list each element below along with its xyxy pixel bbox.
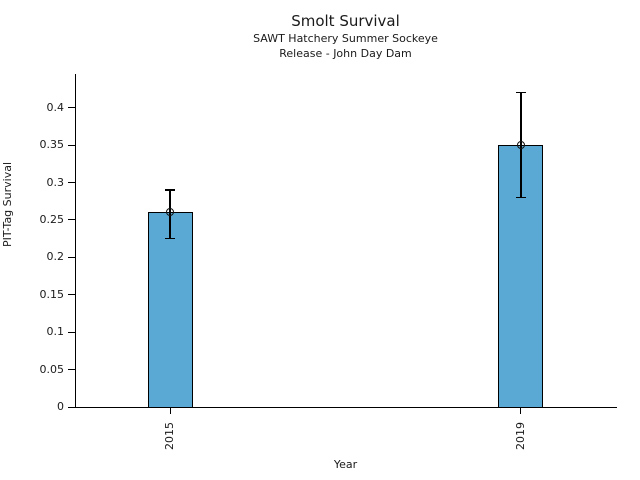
- y-tick-label: 0.35: [39, 138, 65, 152]
- y-tick-mark: [68, 182, 75, 183]
- y-tick-mark: [68, 294, 75, 296]
- y-tick-label: 0.3: [46, 175, 65, 189]
- y-tick-mark: [68, 219, 75, 221]
- error-bar-cap-bottom-2015: [165, 237, 176, 240]
- y-tick-mark: [68, 369, 75, 371]
- y-tick-label: 0: [57, 400, 64, 413]
- y-tick-mark: [68, 256, 75, 258]
- y-tick-mark: [68, 406, 75, 408]
- y-tick-label: 0.2: [46, 250, 65, 264]
- y-axis-label-text: PIT-Tag Survival: [1, 161, 14, 247]
- y-tick-label: 0.4: [46, 100, 65, 114]
- x-tick-label: 2015: [163, 422, 177, 450]
- error-bar-cap-bottom-2019: [515, 196, 526, 199]
- x-tick-mark: [520, 408, 522, 414]
- y-tick-mark: [68, 144, 75, 146]
- y-axis-label: PIT-Tag Survival: [1, 162, 15, 247]
- y-tick-label: 0.25: [39, 212, 65, 226]
- point-marker-2019: [516, 141, 525, 150]
- y-tick-label: 0.15: [39, 287, 65, 301]
- error-bar-cap-top-2015: [165, 189, 176, 191]
- y-tick-label: 0.1: [46, 325, 65, 339]
- bar-2015: [147, 212, 193, 408]
- chart-subtitle-line2: Release - John Day Dam: [279, 47, 412, 60]
- y-axis-spine: [75, 74, 76, 408]
- chart-subtitle-line1: SAWT Hatchery Summer Sockeye: [253, 32, 438, 45]
- point-marker-2015: [166, 208, 175, 217]
- y-tick-mark: [68, 331, 75, 333]
- x-axis-spine: [75, 407, 617, 408]
- x-tick-label: 2019: [513, 422, 527, 450]
- title-block: Smolt Survival SAWT Hatchery Summer Sock…: [75, 12, 616, 61]
- y-tick-mark: [68, 107, 75, 109]
- x-tick-mark: [169, 408, 171, 414]
- x-axis-label: Year: [333, 458, 358, 471]
- chart-title: Smolt Survival: [291, 12, 400, 30]
- y-tick-label: 0.05: [39, 362, 65, 376]
- error-bar-cap-top-2019: [515, 91, 526, 94]
